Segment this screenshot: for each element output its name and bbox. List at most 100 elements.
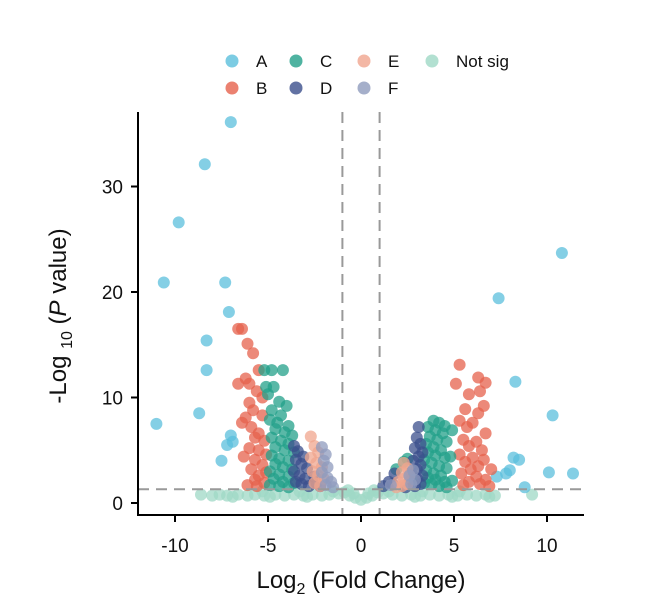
point-a	[222, 306, 235, 318]
point-c	[444, 450, 457, 463]
legend: A C E Not sig B D F	[225, 52, 509, 98]
point-a	[200, 364, 213, 377]
point-b	[236, 416, 248, 429]
point-a	[492, 292, 505, 305]
y-axis-title-subscript: 10	[59, 331, 76, 349]
point-a	[513, 453, 526, 466]
point-b	[241, 479, 254, 492]
point-b	[243, 442, 256, 455]
y-axis-title-close: value)	[45, 228, 72, 300]
legend-swatch-b	[225, 81, 239, 95]
y-axis-title-main: -Log	[45, 349, 72, 404]
point-d	[412, 421, 425, 433]
legend-label-d: D	[320, 79, 332, 98]
point-b	[453, 358, 466, 371]
y-tick-label: 10	[102, 389, 123, 410]
point-a	[198, 158, 211, 171]
point-f	[405, 478, 418, 490]
y-tick-label: 0	[112, 494, 123, 515]
y-axis-title-italic: P	[45, 300, 72, 316]
legend-swatch-d	[289, 81, 303, 95]
legend-swatch-e	[357, 54, 371, 68]
x-tick-label: 10	[536, 536, 557, 557]
point-b	[474, 478, 486, 490]
legend-label-f: F	[388, 79, 398, 98]
point-a	[224, 116, 237, 129]
ticks: -10 -5 0 5 10 0 10 20 30	[102, 178, 558, 558]
point-b	[449, 377, 462, 390]
point-a	[542, 466, 555, 479]
point-a	[555, 247, 568, 259]
point-b	[236, 322, 248, 335]
legend-swatch-not-sig	[425, 54, 439, 68]
point-b	[461, 421, 473, 433]
point-b	[243, 377, 256, 390]
point-f	[384, 479, 397, 492]
y-axis-title: -Log 10 (P value)	[45, 228, 76, 403]
point-a	[172, 216, 185, 229]
points-layer	[150, 116, 579, 506]
y-tick-label: 30	[102, 178, 123, 199]
point-b	[249, 431, 261, 444]
point-b	[472, 407, 485, 420]
legend-label-not-sig: Not sig	[456, 52, 509, 71]
point-not-sig	[226, 490, 239, 503]
point-not-sig	[362, 487, 375, 500]
legend-label-c: C	[320, 52, 332, 71]
point-c	[265, 431, 278, 444]
point-not-sig	[433, 489, 446, 502]
point-c	[446, 424, 459, 437]
point-a	[150, 417, 163, 430]
x-axis-title-subscript: 2	[297, 581, 306, 598]
point-c	[446, 474, 459, 487]
point-c	[276, 364, 289, 377]
point-a	[200, 334, 213, 347]
point-not-sig	[195, 488, 207, 501]
point-b	[462, 388, 475, 401]
point-b	[462, 440, 475, 452]
point-c	[440, 435, 453, 448]
point-b	[455, 467, 468, 480]
point-b	[479, 427, 492, 440]
point-b	[475, 444, 488, 457]
legend-swatch-f	[357, 81, 371, 95]
point-b	[241, 337, 254, 350]
point-a	[193, 407, 206, 420]
x-axis-title-rest: (Fold Change)	[305, 567, 465, 594]
point-a	[157, 276, 170, 289]
point-b	[250, 480, 263, 493]
point-b	[474, 385, 486, 398]
point-e	[304, 430, 317, 443]
y-axis-title-open: (	[45, 316, 72, 331]
point-not-sig	[347, 487, 360, 500]
x-axis-title-main: Log	[256, 567, 296, 594]
point-b	[479, 376, 492, 389]
point-a	[226, 435, 239, 448]
point-b	[237, 450, 250, 463]
point-not-sig	[470, 489, 483, 502]
point-a	[500, 467, 513, 480]
point-b	[457, 479, 470, 492]
threshold-lines	[138, 112, 584, 515]
point-a	[518, 481, 531, 494]
point-b	[459, 403, 472, 416]
point-c	[265, 364, 278, 377]
x-tick-label: 5	[449, 536, 460, 557]
point-not-sig	[483, 490, 496, 503]
point-f	[327, 481, 340, 494]
point-a	[509, 375, 522, 388]
legend-swatch-a	[225, 54, 239, 68]
point-not-sig	[526, 488, 539, 501]
y-tick-label: 20	[102, 283, 123, 304]
point-b	[483, 480, 496, 493]
x-tick-label: -5	[260, 536, 277, 557]
x-tick-label: 0	[356, 536, 367, 557]
point-c	[262, 388, 274, 401]
point-b	[485, 463, 498, 476]
legend-swatch-c	[289, 54, 303, 68]
point-a	[567, 467, 579, 480]
legend-label-e: E	[388, 52, 399, 71]
point-c	[280, 399, 293, 412]
point-b	[232, 377, 245, 390]
